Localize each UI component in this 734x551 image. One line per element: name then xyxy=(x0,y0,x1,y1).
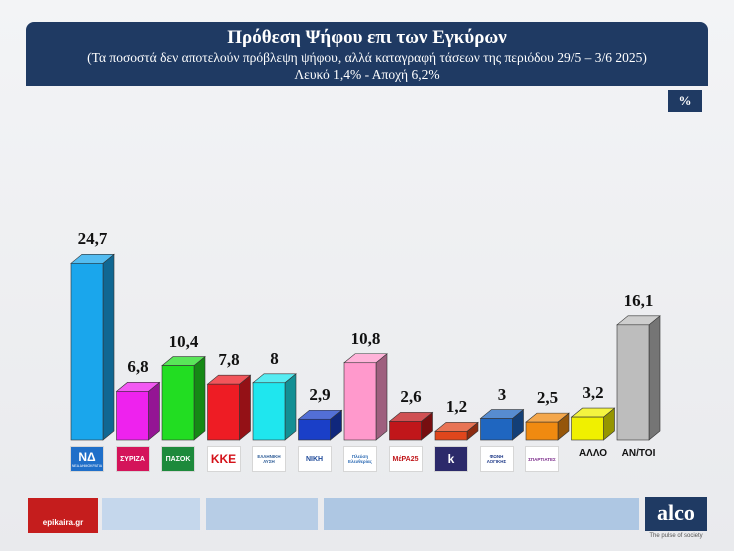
epikaira-logo-text: epikaira.gr xyxy=(42,518,84,527)
footer-bar-3 xyxy=(324,498,639,530)
bar-side-4 xyxy=(284,373,297,441)
bar-7 xyxy=(389,421,422,441)
party-logo-text-5: ΝΙΚΗ xyxy=(305,455,324,463)
party-logo-6: Πλεύση Ελευθερίας xyxy=(343,446,377,472)
party-logo-subtext-0: ΝΕΑ ΔΗΜΟΚΡΑΤΙΑ xyxy=(71,464,103,468)
party-logo-8: k xyxy=(434,446,468,472)
value-label-5: 2,9 xyxy=(309,385,331,405)
bar-4 xyxy=(252,382,286,441)
blank-abstention-note: Λευκό 1,4% - Αποχή 6,2% xyxy=(294,67,440,82)
value-label-12: 16,1 xyxy=(623,290,654,310)
bar-side-12 xyxy=(648,315,661,441)
party-logo-1: ΣΥΡΙΖΑ xyxy=(115,446,150,472)
bar-side-1 xyxy=(148,381,160,441)
party-logo-5: ΝΙΚΗ xyxy=(297,446,332,472)
alco-logo: alco xyxy=(645,497,707,531)
party-logo-2: ΠΑΣΟΚ xyxy=(161,446,195,472)
bar-5 xyxy=(298,418,331,441)
bar-3 xyxy=(207,383,240,441)
bar-0 xyxy=(70,262,104,441)
value-label-8: 1,2 xyxy=(445,397,468,417)
value-label-9: 3 xyxy=(497,384,507,404)
bar-side-0 xyxy=(102,253,115,441)
value-label-3: 7,8 xyxy=(218,350,240,370)
party-logo-3: ΚΚΕ xyxy=(206,446,241,472)
epikaira-logo: epikaira.gr xyxy=(28,498,98,533)
bar-9 xyxy=(480,418,513,441)
footer-bar-2 xyxy=(206,498,318,530)
bar-6 xyxy=(343,362,377,441)
bar-11 xyxy=(571,416,604,441)
bar-12 xyxy=(616,324,650,441)
value-label-7: 2,6 xyxy=(400,387,422,407)
category-label-12: ΑΝ/ΤΟΙ xyxy=(621,448,656,459)
party-logo-text-4: ΕΛΛΗΝΙΚΗ ΛΥΣΗ xyxy=(257,454,281,464)
value-label-6: 10,8 xyxy=(350,328,381,348)
bar-2 xyxy=(161,365,195,441)
party-logo-10: ΣΠΑΡΤΙΑΤΕΣ xyxy=(525,446,559,472)
bar-8 xyxy=(434,431,468,441)
percent-unit-badge: % xyxy=(668,90,702,112)
value-label-1: 6,8 xyxy=(127,357,149,377)
party-logo-text-8: k xyxy=(447,452,455,466)
bar-side-3 xyxy=(239,374,251,441)
alco-tagline: The pulse of society xyxy=(649,533,703,539)
chart-subtitle: (Τα ποσοστά δεν αποτελούν πρόβλεψη ψήφου… xyxy=(87,50,647,65)
party-logo-text-7: ΜέΡΑ25 xyxy=(392,455,419,463)
value-label-2: 10,4 xyxy=(168,331,199,351)
category-label-11: ΑΛΛΟ xyxy=(578,448,608,459)
value-label-10: 2,5 xyxy=(536,388,559,408)
value-label-0: 24,7 xyxy=(77,229,108,249)
chart-title: Πρόθεση Ψήφου επι των Εγκύρων xyxy=(227,27,507,48)
party-logo-text-9: ΦΩΝΗ ΛΟΓΙΚΗΣ xyxy=(486,454,507,464)
bar-1 xyxy=(116,391,149,441)
party-logo-text-6: Πλεύση Ελευθερίας xyxy=(348,454,372,464)
party-logo-text-3: ΚΚΕ xyxy=(210,452,237,466)
title-banner: Πρόθεση Ψήφου επι των Εγκύρων (Τα ποσοστ… xyxy=(26,22,708,86)
party-logo-9: ΦΩΝΗ ΛΟΓΙΚΗΣ xyxy=(479,446,514,472)
party-logo-text-10: ΣΠΑΡΤΙΑΤΕΣ xyxy=(528,456,556,462)
value-label-11: 3,2 xyxy=(582,383,604,403)
party-logo-text-0: ΝΔ xyxy=(78,450,96,464)
party-logo-text-2: ΠΑΣΟΚ xyxy=(165,455,191,463)
bar-10 xyxy=(525,421,559,441)
party-logo-0: ΝΔ ΝΕΑ ΔΗΜΟΚΡΑΤΙΑ xyxy=(70,446,104,472)
party-logo-text-1: ΣΥΡΙΖΑ xyxy=(120,455,145,463)
party-logo-7: ΜέΡΑ25 xyxy=(388,446,423,472)
value-label-4: 8 xyxy=(270,348,279,368)
footer-bar-1 xyxy=(102,498,200,530)
party-logo-4: ΕΛΛΗΝΙΚΗ ΛΥΣΗ xyxy=(252,446,286,472)
